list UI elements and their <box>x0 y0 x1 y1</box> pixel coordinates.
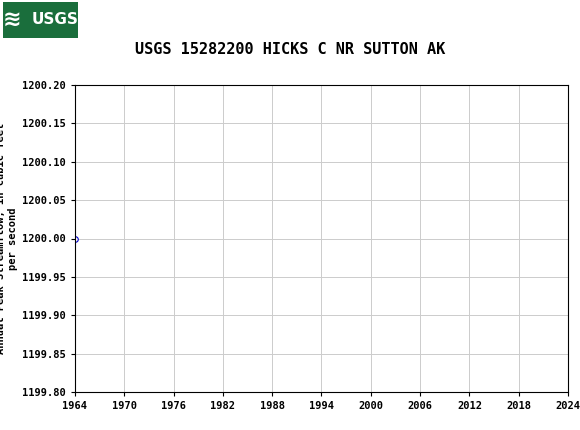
Text: ≋: ≋ <box>3 10 21 30</box>
Text: USGS 15282200 HICKS C NR SUTTON AK: USGS 15282200 HICKS C NR SUTTON AK <box>135 42 445 57</box>
FancyBboxPatch shape <box>3 2 78 38</box>
Y-axis label: Annual Peak Streamflow, in cubic feet
per second: Annual Peak Streamflow, in cubic feet pe… <box>0 123 18 354</box>
Text: USGS: USGS <box>32 12 79 28</box>
